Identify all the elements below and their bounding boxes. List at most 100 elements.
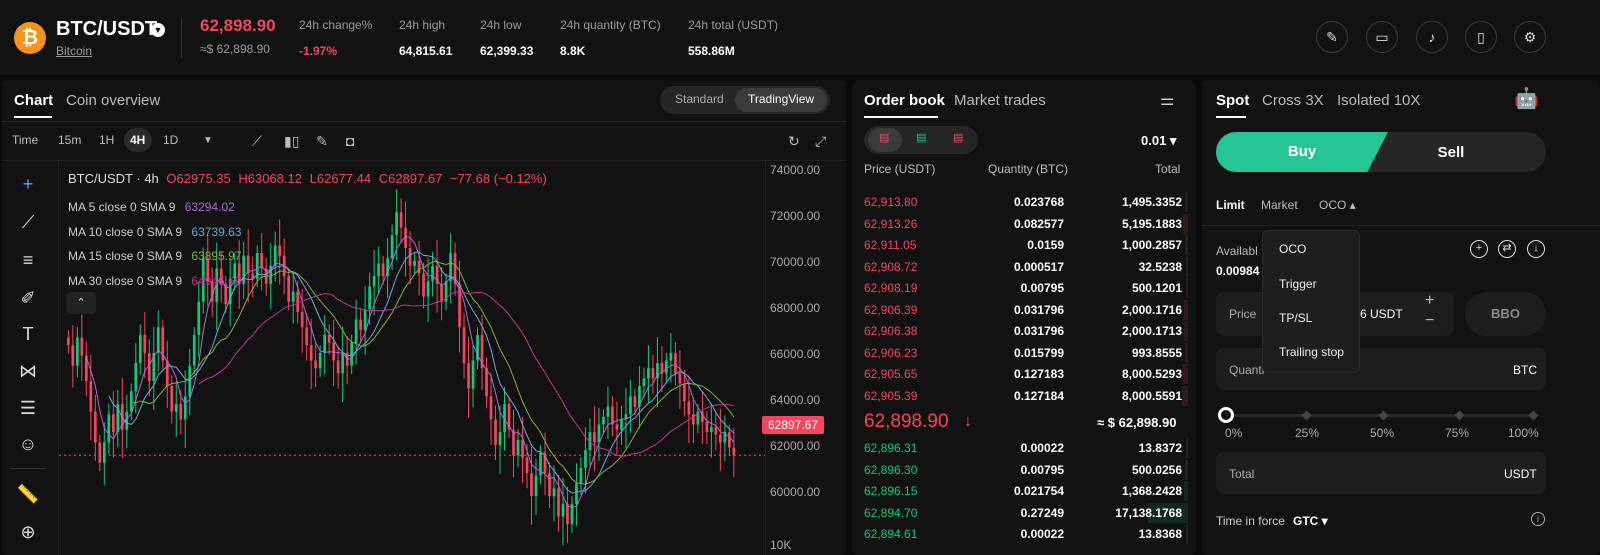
- notes-icon[interactable]: ✎: [1316, 21, 1348, 53]
- fullscreen-icon[interactable]: ⤢: [815, 133, 827, 149]
- info-icon[interactable]: i: [1531, 512, 1545, 526]
- interval-4h[interactable]: 4H: [130, 133, 146, 147]
- candle-body: [597, 424, 601, 443]
- pct-100[interactable]: 100%: [1508, 426, 1539, 440]
- tab-coin-overview[interactable]: Coin overview: [66, 92, 161, 109]
- book-icon[interactable]: ▯: [1465, 21, 1497, 53]
- tab-spot[interactable]: Spot: [1216, 92, 1250, 109]
- increment-icon[interactable]: +: [1425, 292, 1435, 309]
- chevron-down-icon[interactable]: ▼: [151, 23, 165, 37]
- chevron-down-icon[interactable]: ▼: [203, 135, 213, 146]
- bbo-button[interactable]: BBO: [1465, 292, 1546, 336]
- chart-legend: BTC/USDT · 4h O62975.35 H63068.12 L62677…: [68, 171, 547, 186]
- ask-row[interactable]: 62,908.19 0.00795 500.1201: [864, 278, 1188, 303]
- camera-icon[interactable]: ◘: [346, 133, 355, 149]
- decrement-icon[interactable]: −: [1425, 312, 1435, 329]
- robot-icon[interactable]: 🤖: [1514, 88, 1539, 110]
- both-sides-icon[interactable]: ▤: [879, 132, 890, 144]
- ask-row[interactable]: 62,911.05 0.0159 1,000.2857: [864, 235, 1188, 260]
- candle-body: [575, 483, 578, 504]
- type-limit[interactable]: Limit: [1216, 198, 1245, 212]
- mode-standard[interactable]: Standard: [675, 92, 724, 106]
- ask-row[interactable]: 62,906.39 0.031796 2,000.1716: [864, 299, 1188, 325]
- gear-icon[interactable]: ⚙: [1514, 21, 1546, 53]
- candle-body: [165, 360, 169, 387]
- interval-1h[interactable]: 1H: [99, 133, 115, 147]
- row-price: 62,896.15: [864, 484, 918, 498]
- candle-body: [372, 276, 376, 287]
- text-icon[interactable]: T: [22, 324, 34, 344]
- type-oco[interactable]: OCO ▴: [1319, 198, 1356, 212]
- type-market[interactable]: Market: [1261, 198, 1298, 212]
- pair-name[interactable]: BTC/USDT: [56, 18, 158, 40]
- zoom-icon[interactable]: ⊕: [20, 522, 36, 542]
- last-price: 62,898.90: [200, 16, 276, 35]
- total-field[interactable]: [1216, 452, 1546, 494]
- pct-50[interactable]: 50%: [1370, 426, 1395, 440]
- ask-row[interactable]: 62,906.23 0.015799 993.8555: [864, 342, 1188, 368]
- horizontal-lines-icon[interactable]: ≡: [22, 250, 34, 270]
- coin-name[interactable]: Bitcoin: [56, 44, 93, 58]
- pct-0[interactable]: 0%: [1225, 426, 1243, 440]
- ruler-icon[interactable]: 📏: [16, 484, 40, 504]
- ask-row[interactable]: 62,913.80 0.023768 1,495.3352: [864, 192, 1188, 217]
- interval-1d[interactable]: 1D: [163, 133, 179, 147]
- settings-sliders-icon[interactable]: ⚌: [1160, 92, 1175, 109]
- candle-body: [107, 414, 111, 443]
- candle-body: [143, 334, 147, 353]
- emoji-icon[interactable]: ☺: [18, 434, 38, 454]
- ask-row[interactable]: 62,908.72 0.000517 32.5238: [864, 256, 1188, 282]
- ask-row[interactable]: 62,913.26 0.082577 5,195.1883: [864, 213, 1188, 239]
- menu-item-trigger[interactable]: Trigger: [1279, 277, 1317, 291]
- tif-select[interactable]: GTC ▾: [1293, 514, 1328, 528]
- menu-item-trailing-stop[interactable]: Trailing stop: [1279, 345, 1344, 359]
- trendline-icon[interactable]: ⟋: [21, 212, 35, 232]
- candle-body: [170, 386, 174, 412]
- line-chart-icon[interactable]: ⟋: [252, 133, 262, 149]
- ask-row[interactable]: 62,905.65 0.127183 8,000.5293: [864, 364, 1188, 389]
- menu-item-oco[interactable]: OCO: [1279, 242, 1307, 256]
- tab-order-book[interactable]: Order book: [864, 92, 945, 109]
- pattern-icon[interactable]: ⋈: [19, 361, 37, 381]
- bid-row[interactable]: 62,896.30 0.00795 500.0256: [864, 459, 1188, 485]
- pct-75[interactable]: 75%: [1445, 426, 1470, 440]
- candles-icon[interactable]: ▮▯: [284, 133, 300, 149]
- brush-icon[interactable]: ✐: [20, 288, 36, 308]
- ticket-icon[interactable]: ▭: [1366, 21, 1398, 53]
- fib-icon[interactable]: ☰: [19, 398, 37, 418]
- menu-item-tpsl[interactable]: TP/SL: [1279, 311, 1313, 325]
- bell-icon[interactable]: ♪: [1416, 21, 1448, 53]
- mode-tradingview[interactable]: TradingView: [748, 92, 815, 106]
- ask-row[interactable]: 62,906.38 0.031796 2,000.1713: [864, 321, 1188, 346]
- row-total: 2,000.1716: [1121, 302, 1182, 317]
- depth-bar: [1182, 385, 1188, 406]
- row-quantity: 0.00795: [1020, 462, 1064, 477]
- bid-row[interactable]: 62,894.70 0.27249 17,138.1768: [864, 502, 1188, 528]
- sell-button[interactable]: Sell: [1437, 144, 1465, 161]
- tab-isolated-10x[interactable]: Isolated 10X: [1337, 92, 1421, 109]
- precision-select[interactable]: 0.01 ▾: [1141, 133, 1177, 148]
- price-chart[interactable]: [59, 161, 765, 555]
- buy-button[interactable]: Buy: [1216, 132, 1388, 172]
- slider-handle[interactable]: [1218, 407, 1234, 423]
- transfer-icon[interactable]: ⇄: [1498, 240, 1516, 258]
- tab-cross-3x[interactable]: Cross 3X: [1262, 92, 1324, 109]
- pct-25[interactable]: 25%: [1295, 426, 1320, 440]
- candle-body: [705, 421, 709, 433]
- ask-row[interactable]: 62,905.39 0.127184 8,000.5591: [864, 385, 1188, 411]
- bid-row[interactable]: 62,896.31 0.00022 13.8372: [864, 438, 1188, 463]
- asks-only-icon[interactable]: ▤: [953, 132, 964, 144]
- pencil-icon[interactable]: ✎: [316, 133, 328, 149]
- tab-market-trades[interactable]: Market trades: [954, 92, 1046, 109]
- bid-row[interactable]: 62,896.15 0.021754 1,368.2428: [864, 481, 1188, 506]
- refresh-icon[interactable]: ↻: [788, 133, 800, 149]
- bids-only-icon[interactable]: ▤: [916, 132, 927, 144]
- crosshair-icon[interactable]: +: [22, 174, 34, 194]
- interval-15m[interactable]: 15m: [58, 133, 82, 147]
- plus-icon[interactable]: +: [1470, 240, 1488, 258]
- bid-row[interactable]: 62,894.61 0.00022 13.8368: [864, 524, 1188, 549]
- collapse-legend-button[interactable]: ⌃: [66, 292, 96, 314]
- tab-chart[interactable]: Chart: [14, 92, 54, 109]
- axis-tick: 74000.00: [770, 163, 821, 177]
- download-icon[interactable]: ↓: [1527, 240, 1545, 258]
